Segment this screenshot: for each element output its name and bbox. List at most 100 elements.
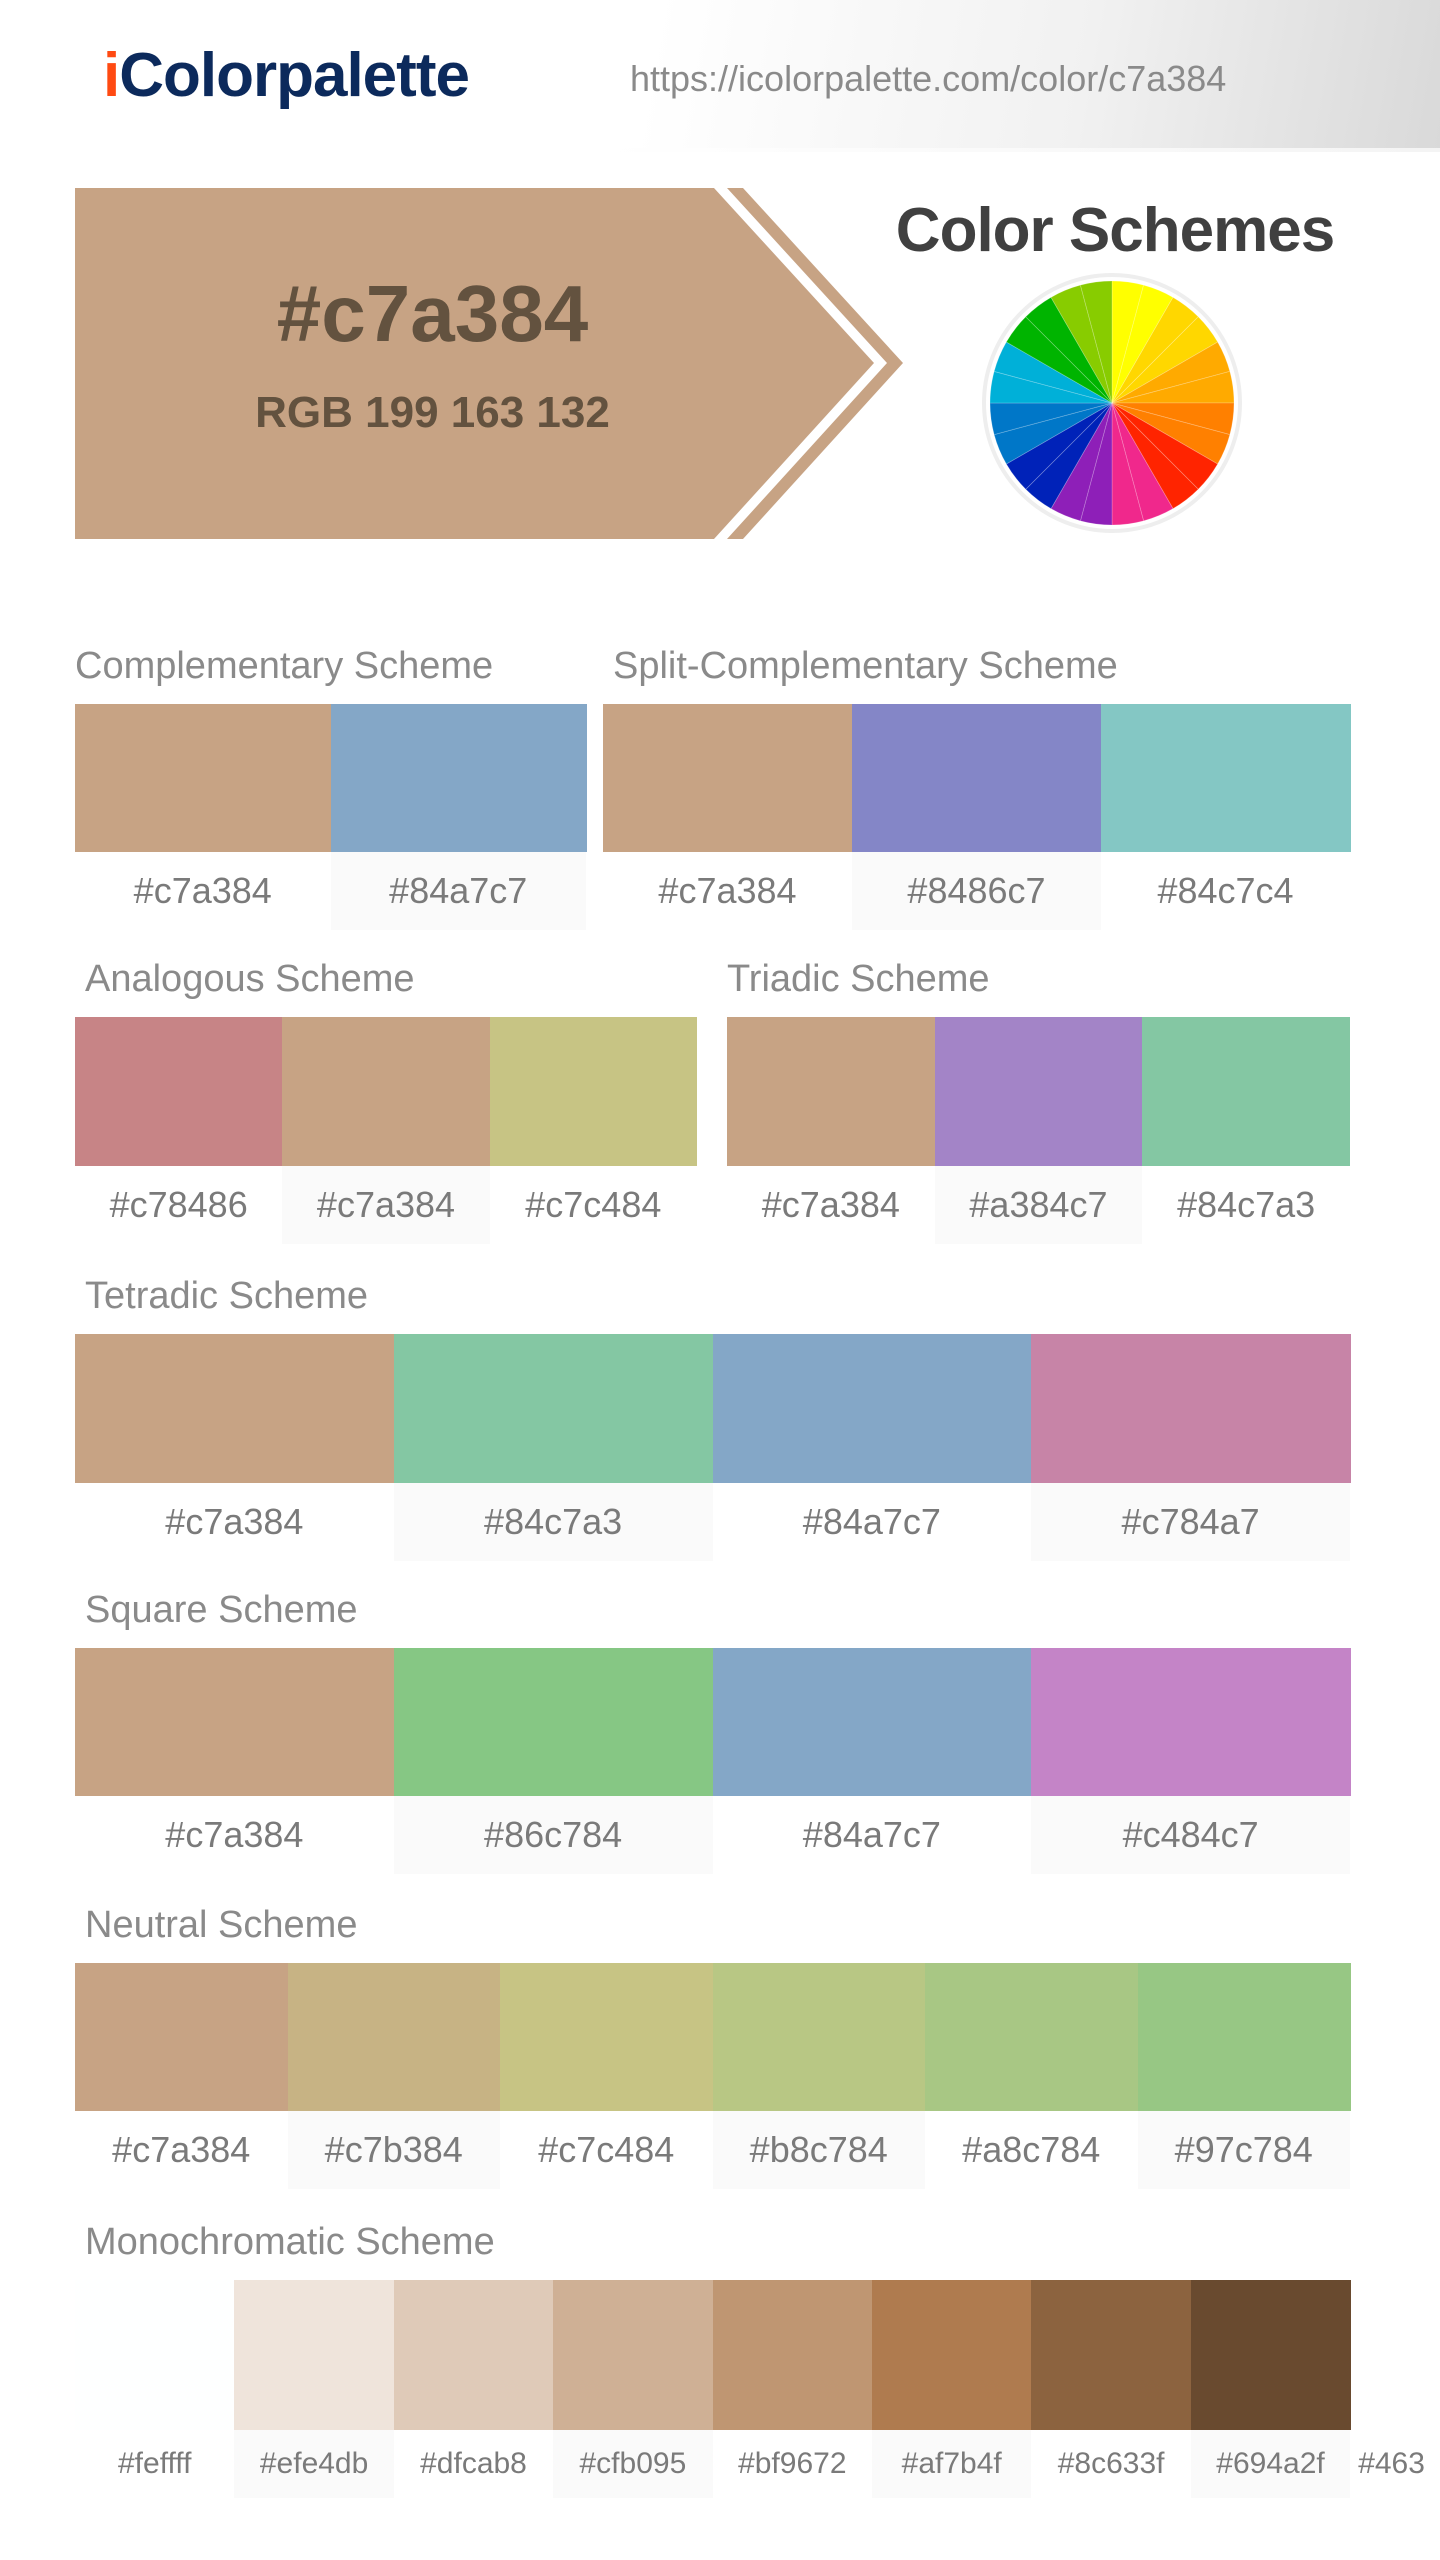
color-swatch[interactable] <box>393 1334 713 1483</box>
hero-color-banner <box>75 188 903 539</box>
scheme-title: Complementary Scheme <box>75 645 494 687</box>
color-wheel-segment <box>1050 402 1113 522</box>
color-swatch[interactable] <box>393 1648 713 1796</box>
color-hex-label[interactable]: #c484c7 <box>1031 1796 1350 1874</box>
color-hex-label[interactable]: #c7a384 <box>112 2129 251 2170</box>
color-swatch[interactable] <box>712 2280 873 2430</box>
color-swatch[interactable] <box>852 704 1102 852</box>
color-hex-label[interactable]: #463 <box>1358 2447 1425 2480</box>
color-swatch[interactable] <box>1031 1648 1351 1796</box>
color-hex-label[interactable]: #bf9672 <box>738 2447 847 2480</box>
color-swatch[interactable] <box>75 1334 395 1483</box>
color-swatch[interactable] <box>287 1963 501 2111</box>
color-hex-label[interactable]: #84c7a3 <box>1177 1184 1316 1225</box>
scheme-title: Square Scheme <box>85 1589 358 1631</box>
color-wheel-segment <box>993 402 1113 465</box>
color-swatch[interactable] <box>75 2280 235 2430</box>
color-hex-label[interactable]: #c7a384 <box>761 1184 900 1225</box>
color-swatch[interactable] <box>1031 2280 1192 2430</box>
color-hex-label[interactable]: #a384c7 <box>934 1166 1143 1244</box>
color-hex-label[interactable]: #c7a384 <box>133 870 272 911</box>
color-swatch[interactable] <box>75 1017 283 1166</box>
color-swatch[interactable] <box>712 1334 1032 1483</box>
color-swatch[interactable] <box>330 704 587 852</box>
color-wheel-segment <box>1079 402 1113 526</box>
color-wheel-segment <box>1005 316 1113 404</box>
scheme-title: Triadic Scheme <box>727 958 990 1000</box>
scheme-title: Neutral Scheme <box>85 1904 358 1946</box>
color-wheel-segment <box>1025 296 1113 404</box>
color-wheel-segment <box>989 402 1113 436</box>
color-swatch[interactable] <box>872 2280 1032 2430</box>
color-hex-label[interactable]: #c7a384 <box>165 1814 304 1855</box>
color-hex-label[interactable]: #84a7c7 <box>802 1501 941 1542</box>
color-hex-label[interactable]: #c7c484 <box>538 2129 675 2170</box>
header-divider <box>600 148 1440 152</box>
site-logo[interactable]: iColorpalette <box>103 40 470 111</box>
color-swatch[interactable] <box>393 2280 554 2430</box>
color-swatch[interactable] <box>934 1017 1143 1166</box>
color-hex-label[interactable]: #c7a384 <box>282 1166 490 1244</box>
color-wheel-segment <box>1050 284 1113 404</box>
color-wheel-segment <box>1111 402 1174 522</box>
color-hex-label[interactable]: #c7b384 <box>287 2111 500 2189</box>
color-wheel-segment <box>1111 341 1231 404</box>
color-wheel-segment <box>1111 402 1219 490</box>
color-swatch[interactable] <box>1137 1963 1351 2111</box>
color-swatch[interactable] <box>500 1963 713 2111</box>
color-wheel-segment <box>1111 402 1145 526</box>
color-hex-label[interactable]: #84a7c7 <box>802 1814 941 1855</box>
color-swatch[interactable] <box>727 1017 936 1166</box>
page-url[interactable]: https://icolorpalette.com/color/c7a384 <box>630 58 1227 99</box>
scheme-title: Monochromatic Scheme <box>85 2221 495 2263</box>
color-hex-label[interactable]: #84c7c4 <box>1157 870 1294 911</box>
color-hex-label[interactable]: #c784a7 <box>1031 1483 1350 1561</box>
color-hex-label[interactable]: #c78486 <box>109 1184 248 1225</box>
color-swatch[interactable] <box>553 2280 714 2430</box>
color-hex-label[interactable]: #86c784 <box>393 1796 713 1874</box>
scheme-title: Analogous Scheme <box>85 958 415 1000</box>
color-hex-label[interactable]: #84c7a3 <box>393 1483 713 1561</box>
color-wheel-segment <box>1111 402 1235 436</box>
logo-i: i <box>103 41 120 110</box>
color-swatch[interactable] <box>1031 1334 1351 1483</box>
color-schemes-heading: Color Schemes <box>895 196 1335 265</box>
color-swatch[interactable] <box>1190 2280 1351 2430</box>
color-swatch[interactable] <box>1142 1017 1351 1166</box>
logo-text: Colorpalette <box>119 41 470 110</box>
color-hex-label[interactable]: #8486c7 <box>852 852 1101 930</box>
color-hex-label[interactable]: #efe4db <box>234 2430 394 2498</box>
color-hex-label[interactable]: #84a7c7 <box>330 852 586 930</box>
color-swatch[interactable] <box>489 1017 698 1166</box>
color-hex-label[interactable]: #feffff <box>117 2447 192 2480</box>
color-wheel-segment <box>1025 402 1113 510</box>
color-hex-label[interactable]: #dfcab8 <box>420 2447 527 2480</box>
color-swatch[interactable] <box>1101 704 1351 852</box>
color-hex-label[interactable]: #a8c784 <box>962 2129 1101 2170</box>
color-swatch[interactable] <box>603 704 853 852</box>
color-hex-label[interactable]: #97c784 <box>1137 2111 1350 2189</box>
scheme-title: Split-Complementary Scheme <box>613 645 1118 687</box>
color-hex-label[interactable]: #694a2f <box>1190 2430 1351 2498</box>
color-hex-label[interactable]: #c7a384 <box>658 870 797 911</box>
color-hex-label[interactable]: #c7c484 <box>525 1184 662 1225</box>
color-hex-label[interactable]: #cfb095 <box>553 2430 713 2498</box>
color-hex-label[interactable]: #b8c784 <box>712 2111 925 2189</box>
scheme-title: Tetradic Scheme <box>85 1275 369 1317</box>
color-wheel-segment <box>1079 280 1113 404</box>
color-swatch[interactable] <box>925 1963 1138 2111</box>
color-hex-label[interactable]: #8c633f <box>1057 2447 1165 2480</box>
color-swatch[interactable] <box>75 1963 288 2111</box>
color-wheel-segment <box>993 341 1113 404</box>
color-swatch[interactable] <box>282 1017 491 1166</box>
color-hex-label[interactable]: #af7b4f <box>872 2430 1032 2498</box>
color-hex-label[interactable]: #c7a384 <box>165 1501 304 1542</box>
hero-hex: #c7a384 <box>276 269 589 358</box>
color-wheel-segment <box>1111 402 1231 465</box>
color-swatch[interactable] <box>712 1648 1032 1796</box>
color-swatch[interactable] <box>75 1648 395 1796</box>
color-swatch[interactable] <box>75 704 331 852</box>
color-swatch[interactable] <box>712 1963 926 2111</box>
color-swatch[interactable] <box>234 2280 395 2430</box>
hero-rgb: RGB 199 163 132 <box>255 388 610 437</box>
